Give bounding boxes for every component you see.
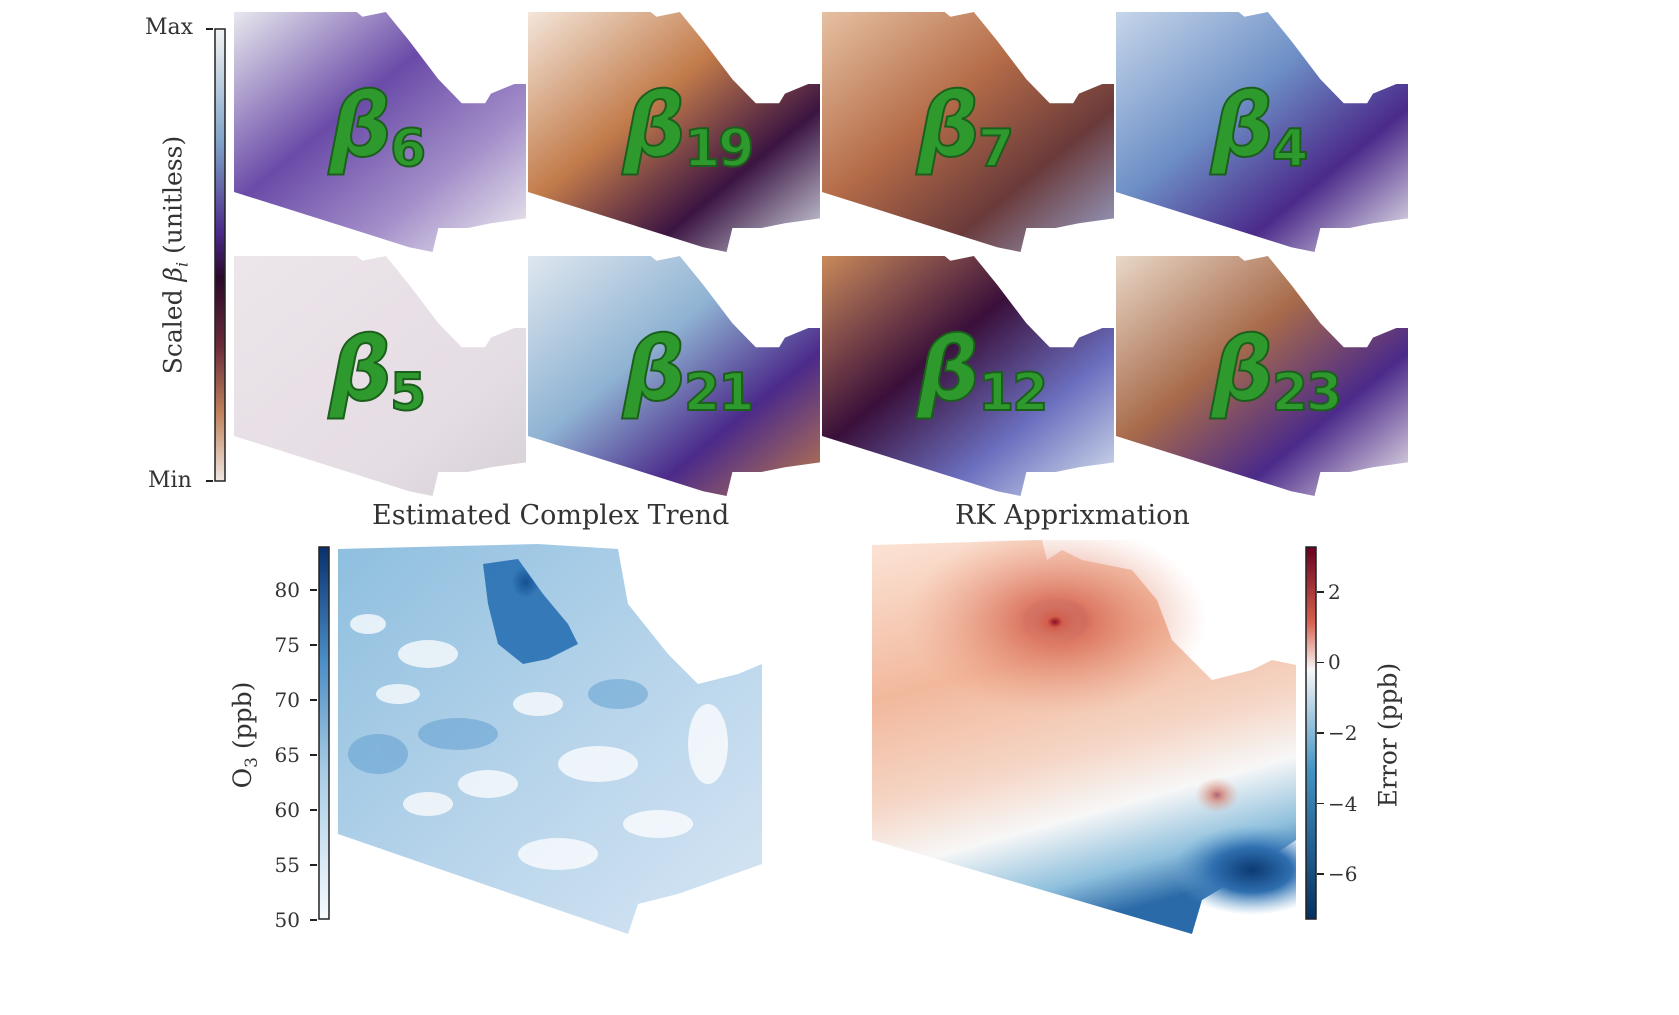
beta-symbol: β bbox=[1210, 318, 1275, 421]
beta-symbol: β bbox=[1210, 74, 1275, 177]
beta-panel: β23 bbox=[1116, 256, 1408, 496]
beta-subscript: 23 bbox=[1271, 363, 1343, 423]
beta-panel-map bbox=[234, 256, 526, 496]
beta-panel-map bbox=[528, 256, 820, 496]
beta-subscript: 5 bbox=[389, 363, 427, 423]
colorbar-tick bbox=[310, 699, 317, 701]
beta-panel: β6 bbox=[234, 12, 526, 252]
colorbar-tick-label: 55 bbox=[274, 853, 300, 877]
colorbar-tick-label: 50 bbox=[274, 908, 300, 932]
colorbar-tick-label: 70 bbox=[274, 688, 300, 712]
beta-panel: β12 bbox=[822, 256, 1114, 496]
colorbar-tick-label: 0 bbox=[1328, 650, 1341, 675]
rk-colorbar-label: Error (ppb) bbox=[1373, 662, 1403, 808]
beta-panel-label: β23 bbox=[1210, 325, 1343, 421]
beta-panel: β19 bbox=[528, 12, 820, 252]
beta-panel: β5 bbox=[234, 256, 526, 496]
beta-panel: β4 bbox=[1116, 12, 1408, 252]
beta-panel-map bbox=[1116, 12, 1408, 252]
beta-symbol: β bbox=[328, 74, 393, 177]
beta-panel: β7 bbox=[822, 12, 1114, 252]
colorbar-tick bbox=[310, 919, 317, 921]
colorbar-tick bbox=[1317, 802, 1324, 805]
colorbar-tick bbox=[310, 809, 317, 811]
scaled-colorbar-title: Scaled βi (unitless) bbox=[158, 135, 192, 375]
beta-subscript: 7 bbox=[977, 119, 1015, 179]
beta-panel-map bbox=[1116, 256, 1408, 496]
colorbar-tick bbox=[310, 589, 317, 591]
scaled-colorbar-min-tick bbox=[206, 480, 213, 482]
colorbar-tick-label: −6 bbox=[1328, 862, 1358, 887]
colorbar-tick-label: 60 bbox=[274, 798, 300, 822]
beta-panel-label: β7 bbox=[916, 81, 1015, 177]
rk-title: RK Apprixmation bbox=[955, 500, 1190, 531]
rk-colorbar bbox=[1305, 546, 1317, 920]
beta-panel-label: β19 bbox=[622, 81, 755, 177]
beta-panel-label: β5 bbox=[328, 325, 427, 421]
beta-subscript: 6 bbox=[389, 119, 427, 179]
beta-symbol: β bbox=[328, 318, 393, 421]
beta-panel-label: β4 bbox=[1210, 81, 1309, 177]
colorbar-tick bbox=[1317, 661, 1324, 664]
trend-map-svg bbox=[338, 544, 762, 934]
scaled-colorbar-gradient bbox=[214, 28, 226, 482]
trend-colorbar bbox=[318, 546, 330, 920]
beta-panel-map bbox=[528, 12, 820, 252]
colorbar-tick-label: 2 bbox=[1328, 579, 1341, 604]
colorbar-tick-label: 75 bbox=[274, 633, 300, 657]
colorbar-tick-label: 80 bbox=[274, 578, 300, 602]
trend-colorbar-label: O3 (ppb) bbox=[228, 681, 262, 789]
beta-symbol: β bbox=[622, 318, 687, 421]
beta-panel-label: β12 bbox=[916, 325, 1049, 421]
beta-subscript: 4 bbox=[1271, 119, 1309, 179]
beta-symbol: β bbox=[916, 74, 981, 177]
colorbar-tick bbox=[1317, 873, 1324, 875]
scaled-colorbar-max-label: Max bbox=[145, 15, 194, 40]
beta-panel: β21 bbox=[528, 256, 820, 496]
colorbar-tick-label: −2 bbox=[1328, 721, 1358, 745]
trend-title: Estimated Complex Trend bbox=[372, 500, 730, 531]
rk-map bbox=[872, 525, 1332, 934]
beta-panel-label: β6 bbox=[328, 81, 427, 177]
colorbar-tick bbox=[310, 864, 317, 866]
colorbar-tick bbox=[1317, 732, 1324, 734]
beta-panel-map bbox=[822, 256, 1114, 496]
beta-subscript: 21 bbox=[683, 363, 755, 423]
scaled-colorbar-max-tick bbox=[206, 28, 213, 30]
rk-map-svg bbox=[872, 525, 1332, 934]
beta-panel-label: β21 bbox=[622, 325, 755, 421]
beta-subscript: 19 bbox=[683, 119, 755, 179]
colorbar-tick-label: −4 bbox=[1328, 791, 1358, 816]
colorbar-tick bbox=[1317, 591, 1324, 593]
beta-subscript: 12 bbox=[977, 363, 1049, 423]
beta-panel-map bbox=[822, 12, 1114, 252]
colorbar-tick bbox=[310, 754, 317, 756]
beta-symbol: β bbox=[916, 318, 981, 421]
trend-map bbox=[338, 544, 762, 934]
scaled-colorbar-min-label: Min bbox=[148, 468, 192, 493]
colorbar-tick bbox=[310, 644, 317, 646]
colorbar-tick-label: 65 bbox=[274, 743, 300, 767]
beta-symbol: β bbox=[622, 74, 687, 177]
beta-panel-map bbox=[234, 12, 526, 252]
